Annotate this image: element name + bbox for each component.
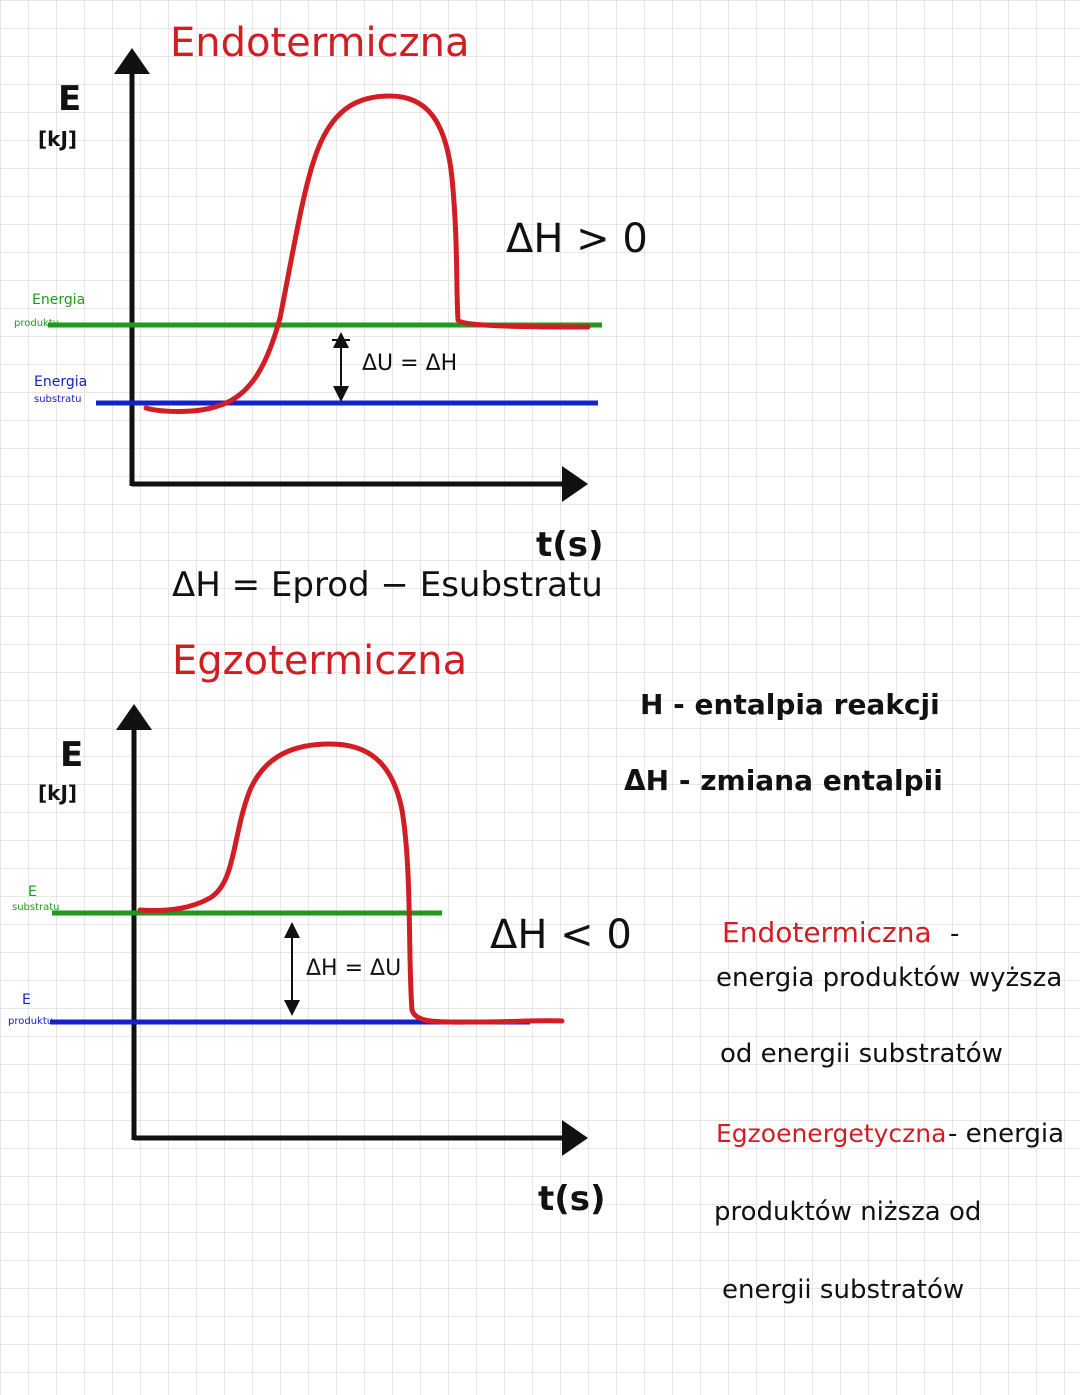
- diagram1-dh-label: ΔH > 0: [506, 216, 648, 262]
- definitions: Endotermiczna - energia produktów wyższa…: [714, 916, 1064, 1305]
- diagram1-y-unit: [kJ]: [38, 127, 77, 151]
- diagram1-product-sub: produktu: [14, 318, 59, 329]
- endothermic-diagram: Endotermiczna E [kJ] t(s) Energia produk…: [14, 20, 648, 565]
- diagram2-gap-label: ΔH = ΔU: [306, 956, 401, 981]
- diagram2-y-arrow: [116, 704, 152, 730]
- diagram2-product-sub: produktu: [8, 1016, 53, 1027]
- diagram1-title: Endotermiczna: [170, 20, 469, 66]
- diagram2-x-label: t(s): [538, 1179, 606, 1219]
- diagram1-product-label: Energia: [32, 292, 85, 308]
- diagram1-y-arrow: [114, 48, 150, 74]
- def-egzo-rest: - energia: [948, 1119, 1064, 1149]
- enthalpy-notes: H - entalpia reakcji ΔH - zmiana entalpi…: [624, 688, 943, 797]
- diagram1-gap-label: ΔU = ΔH: [362, 351, 457, 376]
- note-enthalpy: H - entalpia reakcji: [640, 688, 940, 721]
- def-endo-term: Endotermiczna: [722, 916, 932, 949]
- def-endo-line1: energia produktów wyższa: [716, 963, 1062, 993]
- def-egzo-line3: energii substratów: [722, 1275, 964, 1305]
- diagram2-y-label: E: [60, 735, 83, 775]
- diagram2-substrate-label: E: [28, 884, 37, 900]
- note-enthalpy-change: ΔH - zmiana entalpii: [624, 764, 943, 797]
- diagram2-x-arrow: [562, 1120, 588, 1156]
- diagram2-title: Egzotermiczna: [172, 638, 467, 684]
- diagram2-substrate-sub: substratu: [12, 902, 60, 913]
- enthalpy-formula: ΔH = Eprod − Esubstratu: [172, 565, 603, 605]
- def-egzo-line2: produktów niższa od: [714, 1197, 981, 1227]
- def-endo-line2: od energii substratów: [720, 1039, 1003, 1069]
- diagram1-y-label: E: [58, 79, 81, 119]
- diagram2-y-unit: [kJ]: [38, 781, 77, 805]
- diagram1-x-label: t(s): [536, 525, 604, 565]
- exothermic-diagram: Egzotermiczna E [kJ] t(s) E substratu E …: [8, 638, 632, 1219]
- diagram1-substrate-label: Energia: [34, 374, 87, 390]
- diagram1-energy-curve: [143, 93, 591, 414]
- diagram2-dh-label: ΔH < 0: [490, 912, 632, 958]
- def-endo-dash: -: [950, 919, 959, 949]
- diagram1-x-arrow: [562, 466, 588, 502]
- diagram2-product-label: E: [22, 992, 31, 1008]
- def-egzo-term: Egzoenergetyczna: [716, 1119, 946, 1148]
- diagram2-energy-curve: [137, 741, 565, 1025]
- diagram1-substrate-sub: substratu: [34, 394, 82, 405]
